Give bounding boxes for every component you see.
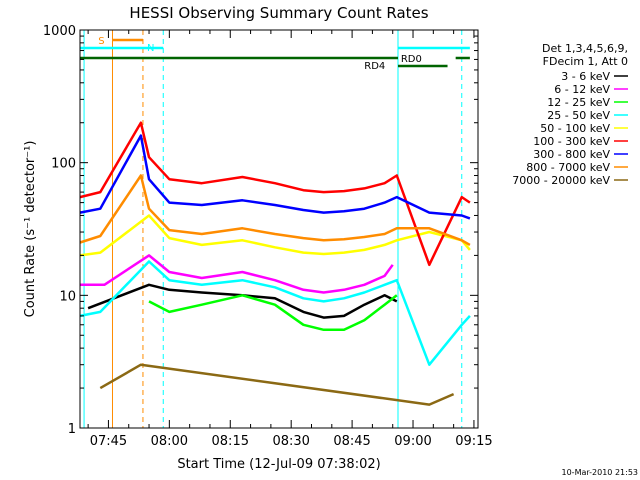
y-tick-label: 1 [68, 422, 76, 437]
legend-entry-label: 50 - 100 keV [540, 122, 610, 135]
legend-entry-label: 800 - 7000 keV [526, 161, 610, 174]
legend-header-1: Det 1,3,4,5,6,9, [542, 42, 628, 55]
plot-frame [79, 29, 479, 429]
y-axis: 1 10 100 1000 [43, 24, 478, 437]
x-tick-label: 08:15 [212, 434, 249, 449]
chart-title: HESSI Observing Summary Count Rates [129, 4, 428, 22]
series-line [99, 363, 455, 406]
x-tick-label: 08:45 [333, 434, 370, 449]
legend-entry-label: 100 - 300 keV [533, 135, 610, 148]
legend-header-2: FDecim 1, Att 0 [543, 55, 628, 68]
series-line [79, 214, 471, 257]
series-line [148, 294, 398, 332]
series-line [79, 121, 471, 267]
legend-entry-label: 12 - 25 keV [547, 96, 610, 109]
flag-label-RD0: RD0 [401, 54, 422, 65]
y-tick-label: 1000 [43, 24, 76, 39]
series-line [80, 254, 394, 294]
series-line [79, 174, 471, 246]
flag-label-RD4: RD4 [364, 61, 385, 72]
series-line [87, 283, 398, 319]
flag-label-N: N [147, 43, 154, 54]
series-line [79, 260, 471, 366]
y-tick-label: 100 [51, 157, 76, 172]
legend-entry-label: 3 - 6 keV [561, 70, 610, 83]
y-axis-label: Count Rate (s⁻¹ detector⁻¹) [23, 141, 38, 318]
series-line [79, 134, 471, 220]
legend-entry-label: 7000 - 20000 keV [512, 174, 610, 187]
x-tick-label: 09:00 [394, 434, 431, 449]
y-tick-label: 10 [59, 289, 76, 304]
x-tick-label: 08:00 [151, 434, 188, 449]
x-tick-label: 08:30 [272, 434, 309, 449]
x-axis: 07:45 08:00 08:15 08:30 08:45 09:00 09:15 [87, 30, 493, 449]
x-tick-label: 07:45 [90, 434, 127, 449]
x-axis-label: Start Time (12-Jul-09 07:38:02) [177, 457, 380, 472]
legend-entry-label: 25 - 50 keV [547, 109, 610, 122]
legend-entry-label: 300 - 800 keV [533, 148, 610, 161]
flag-label-S: S [98, 36, 104, 47]
timestamp: 10-Mar-2010 21:53 [562, 468, 639, 477]
legend-entry-label: 6 - 12 keV [554, 83, 610, 96]
plot-area: S N RD0 RD4 [79, 30, 471, 428]
x-tick-label: 09:15 [455, 434, 492, 449]
